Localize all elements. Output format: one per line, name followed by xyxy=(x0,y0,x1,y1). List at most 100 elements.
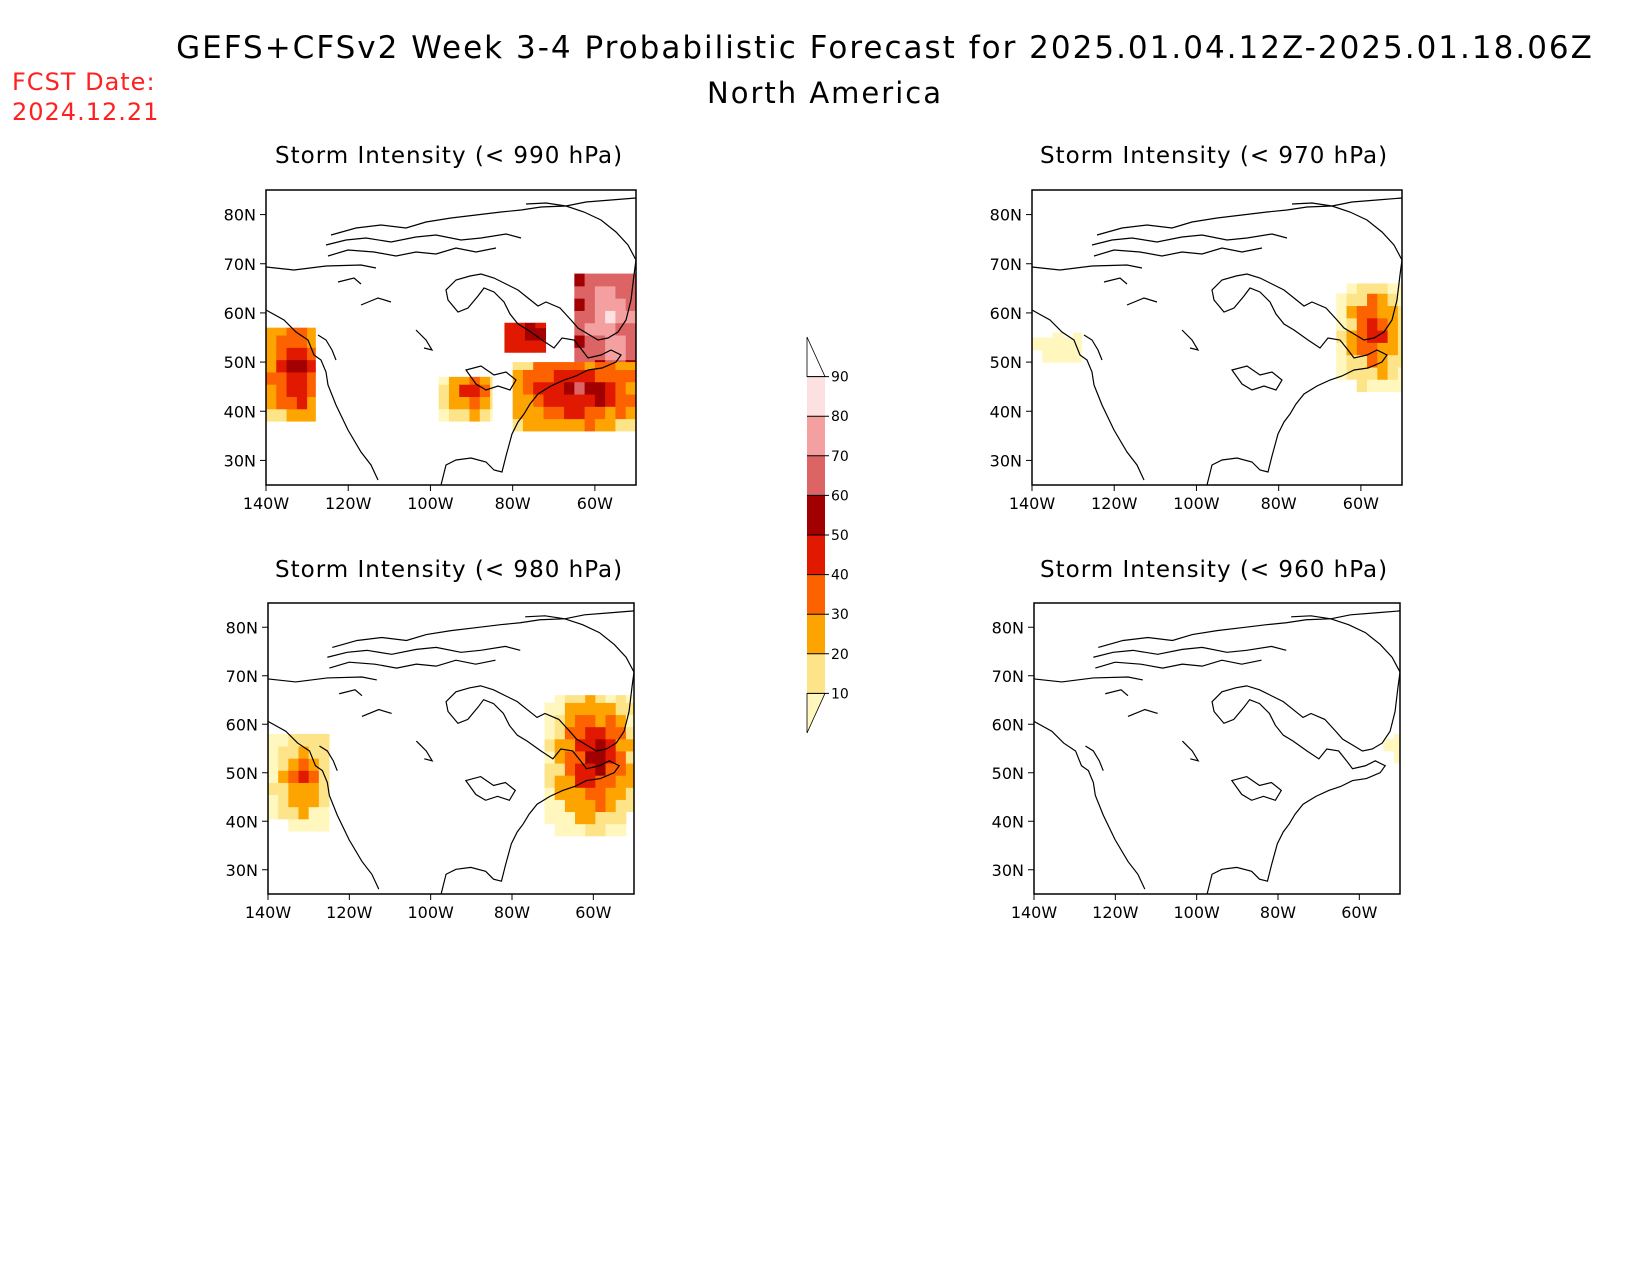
lon-tick-label: 100W xyxy=(407,494,454,513)
prob-cell xyxy=(1377,379,1389,393)
prob-cell xyxy=(625,369,637,383)
figure-title: GEFS+CFSv2 Week 3-4 Probabilistic Foreca… xyxy=(176,30,1594,66)
prob-cell xyxy=(1052,332,1064,338)
colorbar-label: 50 xyxy=(831,528,849,544)
lat-tick-label: 50N xyxy=(992,764,1024,783)
prob-cell xyxy=(554,702,566,716)
prob-cell xyxy=(1346,330,1358,343)
prob-cell xyxy=(266,347,277,361)
prob-cell xyxy=(625,394,637,407)
prob-cell xyxy=(605,273,616,287)
prob-cell xyxy=(296,384,308,397)
prob-cell xyxy=(605,369,616,383)
prob-cell xyxy=(594,406,606,420)
prob-cell xyxy=(268,746,279,759)
lat-tick-label: 70N xyxy=(224,255,256,274)
prob-cell xyxy=(1367,293,1378,307)
prob-cell xyxy=(575,695,586,703)
prob-cell xyxy=(615,310,627,324)
panel-title-960: Storm Intensity (< 960 hPa) xyxy=(1040,557,1389,583)
lon-tick-label: 60W xyxy=(1341,903,1377,922)
prob-cell xyxy=(584,285,596,299)
prob-cell xyxy=(625,702,635,716)
prob-cell xyxy=(1346,342,1358,356)
prob-cell xyxy=(1346,367,1358,380)
prob-cell xyxy=(544,738,556,752)
prob-cell xyxy=(554,799,566,813)
prob-cell xyxy=(615,418,627,432)
prob-cell xyxy=(1073,337,1082,351)
prob-cell xyxy=(286,384,298,397)
lat-tick-label: 30N xyxy=(226,861,258,880)
prob-cell xyxy=(575,714,586,728)
prob-cell xyxy=(318,782,330,796)
prob-cell xyxy=(1387,283,1399,294)
prob-cell xyxy=(288,782,299,796)
prob-cell xyxy=(625,799,635,813)
prob-cell xyxy=(308,746,320,759)
prob-cell xyxy=(459,396,470,410)
prob-cell xyxy=(615,298,627,311)
lon-tick-label: 80W xyxy=(494,903,530,922)
prob-cell xyxy=(575,726,586,740)
lat-tick-label: 50N xyxy=(224,353,256,372)
prob-cell xyxy=(595,738,607,752)
prob-cell xyxy=(1367,342,1378,356)
prob-cell xyxy=(584,335,596,348)
prob-cell xyxy=(1336,330,1347,343)
prob-cell xyxy=(575,702,586,716)
prob-region xyxy=(268,733,330,832)
lon-tick-label: 140W xyxy=(245,903,292,922)
map-frame xyxy=(265,189,637,486)
prob-cell xyxy=(1377,330,1389,343)
lat-tick-label: 60N xyxy=(992,715,1024,734)
prob-cell xyxy=(490,376,493,385)
prob-cell xyxy=(553,418,565,432)
prob-cell xyxy=(585,695,596,703)
prob-cell xyxy=(615,285,627,299)
prob-cell xyxy=(469,408,481,422)
prob-cell xyxy=(1346,293,1358,307)
prob-cell xyxy=(594,394,606,407)
colorbar-swatch xyxy=(807,614,825,654)
prob-cell xyxy=(574,362,586,370)
prob-cell xyxy=(595,726,607,740)
prob-cell xyxy=(553,362,565,370)
prob-cell xyxy=(1397,305,1403,319)
prob-cell xyxy=(288,818,299,832)
prob-cell xyxy=(605,823,617,837)
prob-cell xyxy=(307,335,316,348)
prob-cell xyxy=(595,763,607,776)
prob-cell xyxy=(504,322,516,329)
prob-cell xyxy=(298,733,310,747)
lon-tick-label: 80W xyxy=(1261,494,1297,513)
prob-cell xyxy=(1356,317,1368,331)
prob-cell xyxy=(625,763,635,776)
colorbar-swatch xyxy=(807,574,825,615)
prob-cell xyxy=(286,396,298,410)
prob-cell xyxy=(276,359,288,373)
prob-cell xyxy=(595,775,607,788)
prob-region xyxy=(1336,283,1403,393)
prob-cell xyxy=(574,335,586,348)
colorbar-label: 30 xyxy=(831,607,849,623)
prob-cell xyxy=(625,738,635,752)
prob-cell xyxy=(448,384,460,397)
prob-cell xyxy=(318,746,330,759)
prob-cell xyxy=(625,418,637,432)
prob-cell xyxy=(514,339,526,353)
lat-tick-label: 30N xyxy=(224,451,256,470)
prob-cell xyxy=(286,408,298,422)
prob-cell xyxy=(308,794,320,808)
prob-cell xyxy=(1356,342,1368,356)
prob-cell xyxy=(268,806,279,820)
prob-cell xyxy=(605,799,617,813)
prob-cell xyxy=(595,811,607,825)
lat-tick-label: 40N xyxy=(990,402,1022,421)
prob-cell xyxy=(605,335,616,348)
prob-cell xyxy=(438,396,450,410)
prob-cell xyxy=(564,823,576,837)
prob-cell xyxy=(574,347,586,361)
prob-cell xyxy=(1397,330,1403,343)
prob-cell xyxy=(585,775,596,788)
